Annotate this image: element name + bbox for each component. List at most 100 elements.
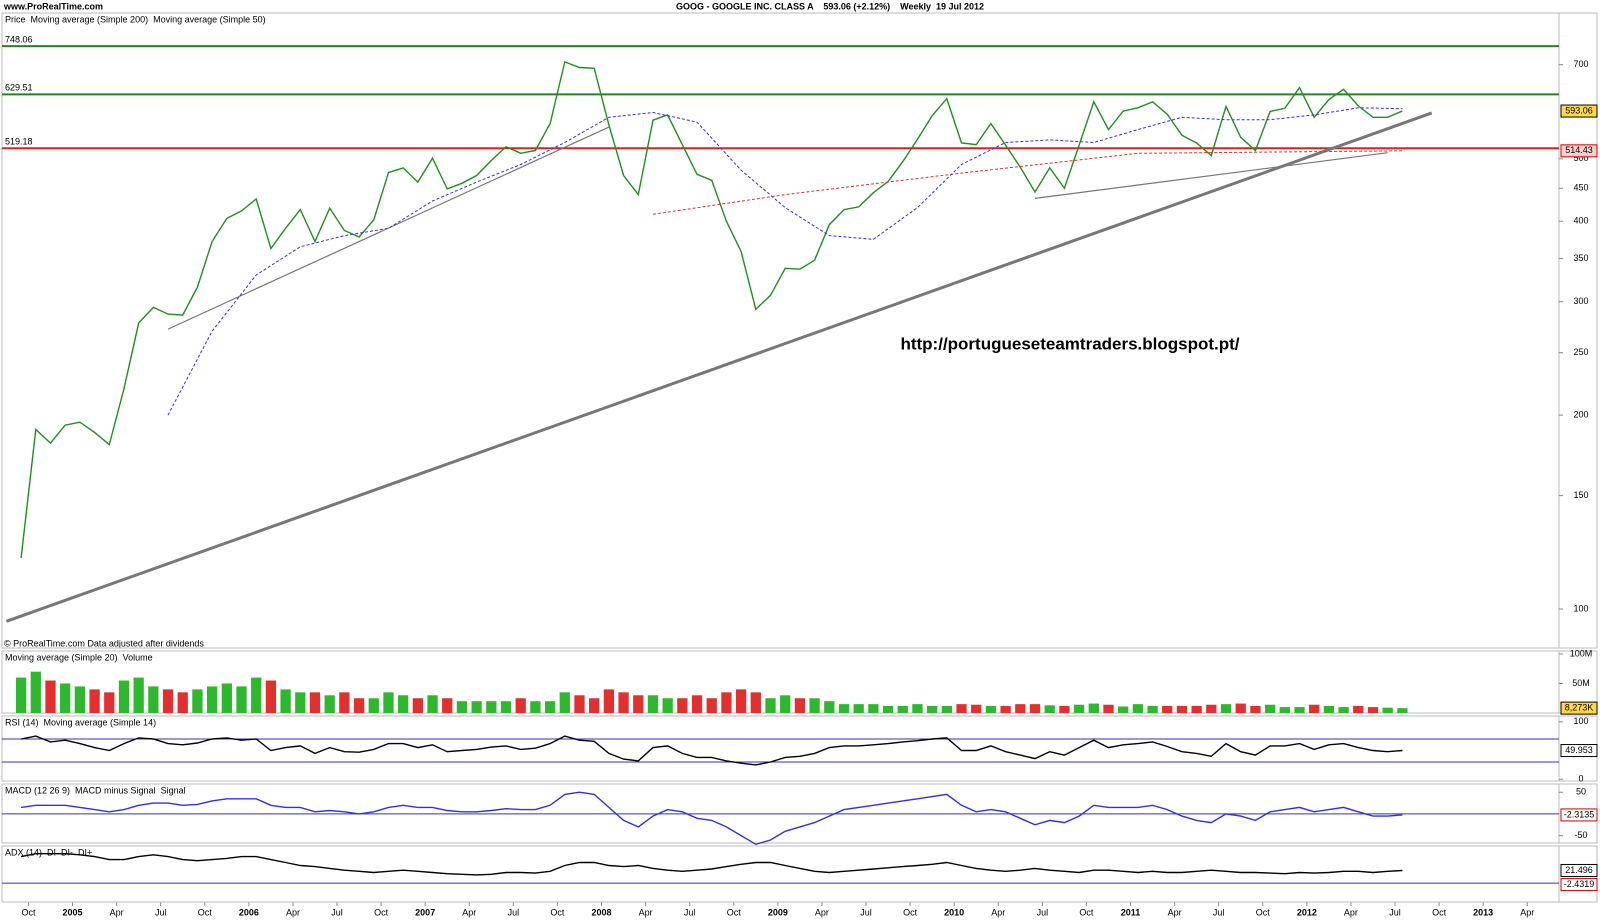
y-tick-label: 350 (1573, 253, 1588, 263)
volume-bar (1118, 706, 1129, 713)
volume-bar (721, 692, 732, 713)
legend-entry: DI- (61, 847, 73, 857)
volume-bar (912, 704, 923, 713)
volume-bar (544, 701, 556, 713)
volume-bar (868, 704, 879, 713)
level-label: 519.18 (5, 137, 33, 147)
value-box (1560, 878, 1598, 892)
x-tick-label: Oct (903, 907, 918, 917)
volume-bar (192, 689, 203, 713)
volume-bar (1235, 703, 1246, 713)
x-tick-label: Oct (550, 907, 565, 917)
x-tick-label: 2006 (239, 907, 259, 917)
x-tick-label: Apr (639, 907, 653, 917)
volume-bar (1059, 705, 1070, 713)
value-box-label: 593.06 (1565, 105, 1593, 115)
volume-bar (30, 671, 41, 713)
x-tick-label: Apr (110, 907, 124, 917)
volume-bar (412, 698, 423, 713)
volume-bar (206, 686, 218, 713)
volume-bar (1162, 705, 1173, 713)
volume-bar (647, 695, 659, 713)
volume-bar (486, 701, 497, 713)
y-tick-label: -50 (1574, 830, 1587, 840)
volume-bar (251, 677, 262, 713)
x-tick-label: Apr (1344, 907, 1358, 917)
volume-bar (530, 701, 541, 713)
value-box (1560, 104, 1598, 118)
volume-bar (1103, 704, 1114, 713)
volume-bar (1309, 704, 1320, 713)
volume-bar (280, 689, 291, 713)
site-label: www.ProRealTime.com (3, 1, 103, 11)
volume-bar (427, 695, 438, 713)
volume-bar (1073, 704, 1085, 713)
volume-bar (618, 692, 629, 713)
volume-bar (162, 689, 174, 713)
volume-bar (1088, 703, 1099, 713)
x-tick-label: 2007 (415, 907, 435, 917)
volume-bar (471, 701, 482, 713)
volume-bar (1294, 707, 1305, 713)
y-tick-label: 100M (1570, 648, 1593, 658)
volume-bar (691, 695, 703, 713)
series-line (21, 791, 1403, 846)
x-tick-label: 2013 (1473, 907, 1493, 917)
level-label: 748.06 (5, 34, 33, 44)
volume-bar (853, 704, 864, 713)
y-tick-label: 450 (1573, 183, 1588, 193)
volume-bar (927, 705, 938, 713)
volume-bar (324, 695, 335, 713)
trendline (5, 111, 1433, 623)
volume-bar (633, 695, 644, 713)
volume-bar (1338, 707, 1349, 713)
level-label: 629.51 (5, 83, 33, 93)
y-tick-label: 250 (1573, 347, 1588, 357)
volume-bar (809, 698, 820, 713)
x-tick-label: Jul (331, 907, 343, 917)
series-line (20, 735, 1403, 766)
series-line (652, 150, 1403, 215)
volume-bar (956, 704, 967, 713)
x-tick-label: Apr (462, 907, 476, 917)
volume-bar (1206, 704, 1217, 713)
volume-bar (74, 686, 86, 713)
value-box-label: 49.953 (1565, 745, 1593, 755)
volume-bar (133, 677, 144, 713)
volume-bar (265, 680, 277, 713)
x-tick-label: 2009 (768, 907, 788, 917)
volume-bar (1397, 708, 1408, 713)
volume-bar (177, 692, 188, 713)
volume-bar (1132, 704, 1144, 713)
x-tick-label: Jul (684, 907, 696, 917)
value-box-label: -2.4319 (1564, 879, 1595, 889)
value-box (1560, 863, 1598, 877)
volume-bar (1382, 707, 1393, 713)
chart-title: GOOG - GOOGLE INC. CLASS A 593.06 (+2.12… (676, 1, 984, 11)
x-tick-label: Jul (1037, 907, 1049, 917)
value-box-label: 21.496 (1565, 865, 1593, 875)
volume-bar (442, 698, 453, 713)
y-tick-label: 400 (1573, 216, 1588, 226)
volume-bar (662, 698, 673, 713)
x-tick-label: Apr (991, 907, 1005, 917)
value-box-label: 8,273K (1565, 702, 1594, 712)
volume-bar (735, 689, 747, 713)
volume-bar (589, 698, 600, 713)
volume-bar (309, 692, 321, 713)
x-tick-label: 2011 (1121, 907, 1141, 917)
x-tick-label: Jul (508, 907, 520, 917)
volume-bar (383, 692, 394, 713)
y-tick-label: 300 (1573, 296, 1588, 306)
x-tick-label: 2010 (944, 907, 964, 917)
volume-bar (780, 695, 791, 713)
value-box (1560, 808, 1598, 822)
legend-entry: Price (5, 14, 26, 24)
volume-bar (236, 686, 247, 713)
volume-bar (89, 689, 100, 713)
volume-bar (1176, 705, 1188, 713)
volume-bar (368, 698, 379, 713)
legend-entry: ADX (14) (5, 847, 42, 857)
series-line (20, 60, 1403, 559)
